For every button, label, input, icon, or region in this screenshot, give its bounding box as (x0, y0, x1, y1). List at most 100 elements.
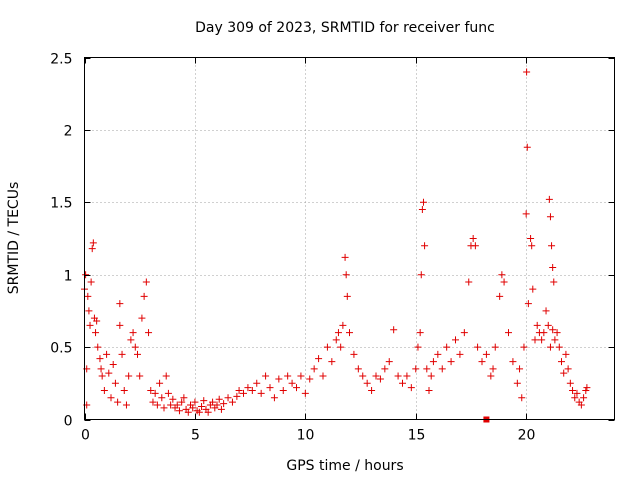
data-point (136, 372, 144, 380)
data-point (555, 343, 563, 351)
data-point (339, 321, 347, 329)
data-point (523, 68, 531, 76)
data-point (162, 372, 170, 380)
data-point (288, 379, 296, 387)
data-point (544, 321, 552, 329)
data-point (315, 355, 323, 363)
data-point (342, 271, 350, 279)
data-point (105, 369, 113, 377)
data-point (297, 372, 305, 380)
chart-title: Day 309 of 2023, SRMTID for receiver fun… (195, 20, 495, 36)
data-point (279, 387, 287, 395)
y-tick-label: 0.5 (50, 341, 72, 357)
data-point (111, 379, 119, 387)
data-point (134, 350, 141, 358)
data-point (350, 350, 358, 358)
data-point (140, 292, 148, 300)
data-point (151, 389, 159, 397)
data-point (546, 213, 554, 221)
data-point (82, 271, 90, 279)
data-point (107, 394, 115, 402)
data-point (184, 408, 192, 416)
data-point (200, 397, 208, 405)
data-point (138, 314, 146, 322)
data-point (98, 372, 106, 380)
data-point (100, 387, 108, 395)
data-point (496, 292, 504, 300)
data-point (407, 384, 415, 392)
data-point (149, 398, 157, 406)
data-point (513, 379, 521, 387)
data-point (233, 392, 241, 400)
data-point (505, 329, 512, 337)
data-point (523, 143, 531, 151)
plot-frame (84, 57, 615, 420)
data-point (341, 253, 349, 261)
x-tick-label: 20 (518, 428, 536, 444)
data-point (394, 372, 402, 380)
data-point (169, 395, 177, 403)
data-point (452, 336, 459, 344)
data-point (498, 271, 506, 279)
data-point (491, 343, 499, 351)
data-point (403, 372, 411, 380)
data-point (153, 401, 161, 409)
x-tick-label: 10 (297, 428, 315, 444)
y-ticks: 0 0.5 1 1.5 2 2.5 (50, 52, 615, 430)
grid (84, 57, 615, 420)
data-point (306, 375, 314, 383)
data-point (310, 365, 318, 373)
data-point (583, 384, 591, 392)
data-point (319, 372, 327, 380)
x-tick-label: 15 (408, 428, 426, 444)
data-point (531, 336, 539, 344)
data-point (180, 394, 188, 402)
y-tick-label: 2 (64, 124, 73, 140)
data-point (109, 360, 117, 368)
data-point (438, 365, 446, 373)
data-point (156, 379, 164, 387)
data-point (87, 278, 95, 286)
data-point (509, 358, 517, 366)
data-point (533, 321, 541, 329)
data-point (425, 387, 433, 395)
data-point (167, 401, 175, 409)
data-point (560, 369, 568, 377)
data-point (527, 235, 535, 242)
data-point (160, 404, 168, 412)
data-point (524, 300, 532, 308)
data-point (86, 321, 94, 329)
x-axis-label: GPS time / hours (286, 458, 403, 474)
data-point (240, 389, 247, 397)
y-tick-label: 1 (64, 269, 73, 285)
data-point (381, 365, 389, 373)
data-point (545, 195, 553, 203)
data-point (257, 389, 265, 397)
data-point (516, 365, 524, 373)
data-point (346, 329, 353, 337)
data-point (443, 343, 451, 351)
data-point (120, 387, 128, 395)
data-point (550, 278, 558, 286)
data-point (213, 401, 221, 409)
data-point (262, 372, 270, 380)
data-point (416, 329, 424, 337)
data-point (228, 398, 236, 406)
data-point (434, 350, 442, 358)
data-point (427, 372, 435, 380)
data-point (323, 343, 331, 351)
x-tick-label: 0 (81, 428, 90, 444)
data-point (198, 402, 206, 410)
data-point (376, 375, 384, 383)
data-point (96, 355, 104, 363)
data-point (582, 387, 590, 395)
data-point (125, 372, 133, 380)
data-point (471, 242, 479, 250)
data-point (520, 343, 528, 351)
data-point (418, 206, 426, 214)
data-point (334, 329, 342, 337)
data-point (266, 384, 274, 392)
data-point (164, 389, 172, 397)
data-point (275, 375, 283, 383)
data-point (114, 398, 122, 406)
